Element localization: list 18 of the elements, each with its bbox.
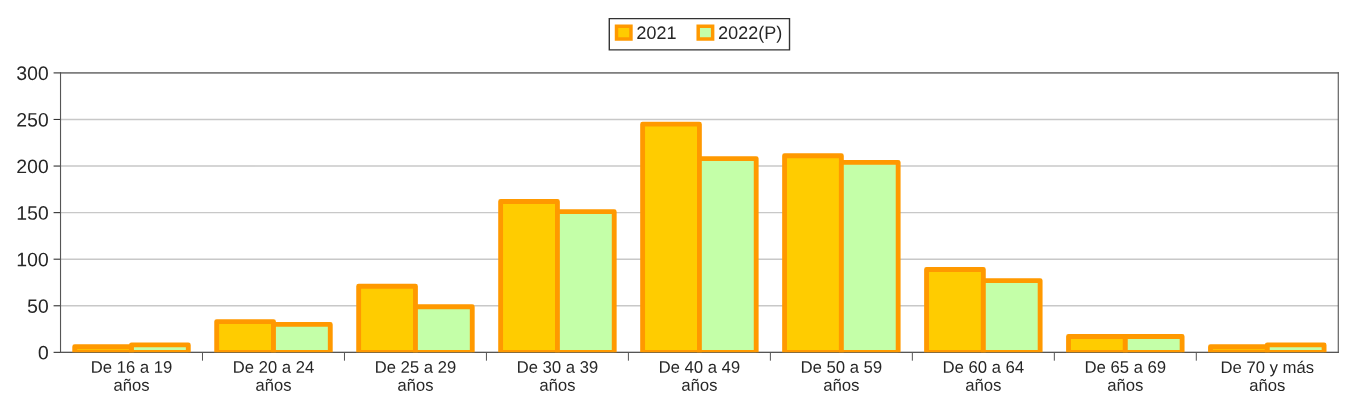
x-tick-label: De 60 a 64 años: [943, 361, 1024, 391]
x-tick-label: De 40 a 49 años: [660, 361, 740, 391]
x-tick-label: De 50 a 59 años: [801, 361, 882, 391]
x-tick-label: De 65 a 69 años: [1085, 361, 1166, 391]
x-tick-label: De 30 a 39 años: [518, 361, 598, 391]
x-tick-label: De 25 a 29 años: [376, 361, 456, 391]
y-tick-label: 300: [17, 66, 48, 81]
y-tick-label: 150: [17, 206, 48, 220]
y-tick-label: 250: [17, 112, 48, 127]
y-tick-label: 50: [27, 299, 48, 314]
x-tick-label: De 70 y más años: [1221, 360, 1314, 392]
legend-label: 2022(P): [718, 25, 782, 43]
legend-label: 2021: [637, 26, 676, 40]
y-tick-label: 100: [17, 252, 48, 267]
y-tick-label: 0: [38, 345, 48, 360]
x-tick-label: De 16 a 19 años: [92, 361, 172, 391]
x-tick-label: De 20 a 24 años: [234, 361, 314, 391]
y-tick-label: 200: [17, 159, 48, 174]
